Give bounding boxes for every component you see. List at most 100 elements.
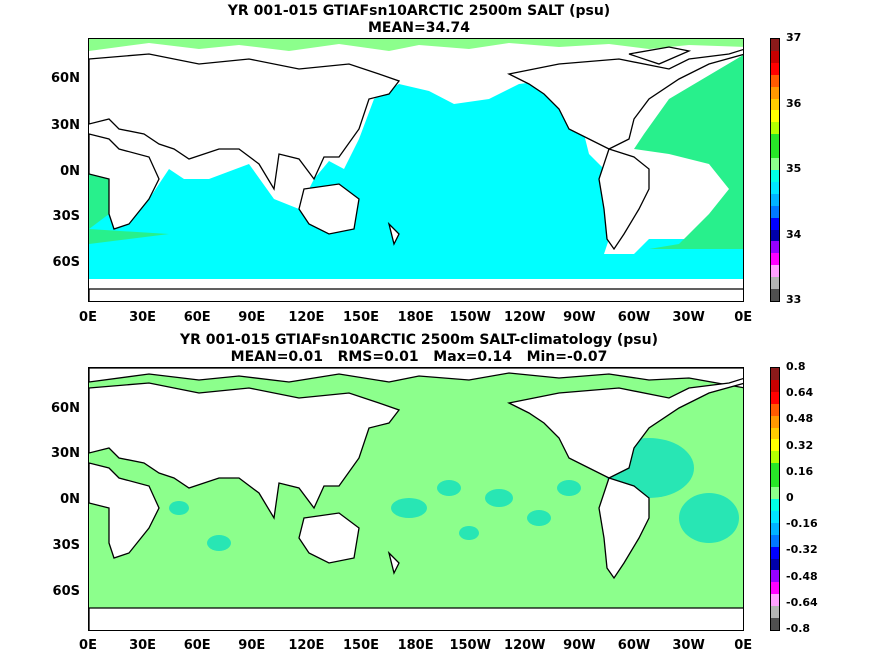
colorbar-swatch — [771, 265, 779, 278]
colorbar-swatch — [771, 510, 779, 523]
colorbar-swatch — [771, 122, 779, 135]
lon-label: 120E — [288, 638, 325, 653]
colorbar-swatch — [771, 403, 779, 416]
colorbar-swatch — [771, 475, 779, 488]
colorbar-swatch — [771, 379, 779, 392]
lon-label: 0E — [79, 638, 97, 653]
colorbar-label: 35 — [786, 162, 802, 175]
colorbar-swatch — [771, 158, 779, 170]
colorbar-swatch — [771, 606, 779, 619]
lat-label-30n-1: 30N — [51, 118, 80, 133]
colorbar-swatch — [771, 463, 779, 476]
colorbar-swatch — [771, 487, 779, 499]
colorbar-swatch — [771, 522, 779, 535]
lon-label: 120E — [288, 310, 325, 325]
lon-label: 150E — [342, 638, 380, 653]
lat-label-60s-2: 60S — [52, 584, 80, 599]
colorbar-swatch — [771, 217, 779, 230]
colorbar-swatch — [771, 181, 779, 194]
lon-label: 0E — [734, 638, 753, 653]
colorbar-swatch — [771, 594, 779, 607]
colorbar-swatch — [771, 582, 779, 595]
continents-1 — [89, 46, 743, 301]
colorbar-swatch — [771, 391, 779, 404]
colorbar-swatch — [771, 193, 779, 206]
colorbar-swatch — [771, 86, 779, 99]
colorbar-label: -0.8 — [786, 622, 811, 635]
colorbar-label: 33 — [786, 293, 802, 306]
colorbar-swatch — [771, 277, 779, 290]
lon-label: 60W — [617, 638, 651, 653]
southern-green-patch — [89, 229, 169, 244]
lat-label-60n-2: 60N — [51, 401, 80, 416]
colorbar-label: 0 — [786, 491, 794, 504]
map-title-1: YR 001-015 GTIAFsn10ARCTIC 2500m SALT (p… — [227, 3, 611, 19]
colorbar-label: 0.64 — [786, 386, 814, 400]
colorbar-2 — [770, 367, 780, 631]
lon-label: 90W — [563, 638, 596, 653]
colorbar-swatch — [771, 439, 779, 452]
lon-label: 60W — [617, 310, 651, 325]
continents-2 — [89, 368, 743, 630]
colorbar-swatch — [771, 50, 779, 63]
colorbar-swatch — [771, 289, 779, 301]
atlantic-ocean — [634, 55, 743, 249]
colorbar-label: -0.32 — [786, 543, 818, 557]
colorbar-swatch — [771, 62, 779, 75]
colorbar-swatch — [771, 146, 779, 159]
lat-label-30n-2: 30N — [51, 446, 80, 461]
colorbar-swatch — [771, 169, 779, 182]
lon-label: 30E — [129, 310, 157, 325]
lon-label: 30W — [672, 638, 705, 653]
lat-label-60s-1: 60S — [52, 255, 80, 270]
lat-label-0n-1: 0N — [60, 164, 80, 179]
colorbar-label: -0.16 — [786, 517, 818, 531]
colorbar-swatch — [771, 39, 779, 51]
colorbar-label: -0.64 — [786, 595, 818, 609]
colorbar-label: 36 — [786, 96, 802, 110]
map-subtitle-2: MEAN=0.01 RMS=0.01 Max=0.14 Min=-0.07 — [230, 349, 608, 365]
lat-label-60n-1: 60N — [51, 71, 80, 86]
colorbar-swatch — [771, 546, 779, 559]
colorbar-swatch — [771, 110, 779, 123]
lon-label: 0E — [79, 310, 97, 325]
colorbar-label: -0.48 — [786, 569, 818, 583]
colorbar-label: 37 — [786, 31, 802, 44]
colorbar-swatch — [771, 98, 779, 111]
map-svg-1 — [89, 39, 743, 301]
colorbar-swatch — [771, 415, 779, 428]
map-subtitle-1: MEAN=34.74 — [367, 20, 471, 36]
colorbar-swatch — [771, 570, 779, 583]
lon-label: 30E — [129, 638, 157, 653]
lon-label: 60E — [183, 638, 211, 653]
colorbar-swatch — [771, 618, 779, 630]
colorbar-swatch — [771, 368, 779, 380]
map-title-2: YR 001-015 GTIAFsn10ARCTIC 2500m SALT-cl… — [180, 332, 658, 348]
colorbar-label: 0.8 — [786, 360, 806, 373]
colorbar-label: 0.32 — [786, 438, 814, 452]
lon-label: 150W — [449, 638, 491, 653]
colorbar-label: 34 — [786, 227, 802, 241]
colorbar-label: 0.48 — [786, 412, 814, 426]
colorbar-swatch — [771, 205, 779, 218]
arctic-ocean — [89, 39, 743, 51]
colorbar-label: 0.16 — [786, 464, 814, 478]
lat-label-30s-1: 30S — [52, 209, 80, 224]
map-plot-2 — [88, 367, 744, 631]
lon-label: 30W — [672, 310, 705, 325]
lon-label: 120W — [504, 310, 546, 325]
lat-label-0n-2: 0N — [60, 492, 80, 507]
colorbar-swatch — [771, 534, 779, 547]
colorbar-swatch — [771, 253, 779, 266]
lon-label: 0E — [734, 310, 753, 325]
lon-label: 60E — [183, 310, 211, 325]
lat-label-30s-2: 30S — [52, 538, 80, 553]
colorbar-swatch — [771, 498, 779, 511]
lon-label: 150E — [342, 310, 380, 325]
colorbar-swatch — [771, 451, 779, 464]
lon-label: 150W — [449, 310, 491, 325]
map-plot-1 — [88, 38, 744, 302]
colorbar-swatch — [771, 74, 779, 87]
lon-label: 180E — [397, 310, 434, 325]
lon-label: 90E — [238, 310, 266, 325]
